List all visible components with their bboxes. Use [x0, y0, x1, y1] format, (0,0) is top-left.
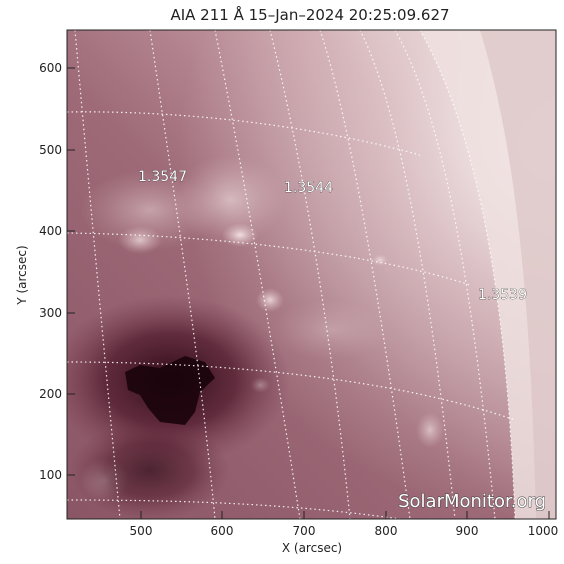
- y-tick-label: 300: [39, 306, 62, 320]
- x-tick-label: 800: [375, 524, 398, 538]
- solar-disk-image: 1.3547 1.3544 1.3539 SolarMonitor.org: [67, 30, 556, 519]
- watermark: SolarMonitor.org: [398, 491, 546, 512]
- y-tick-label: 400: [39, 224, 62, 238]
- x-axis: 500 600 700 800 900 1000 X (arcsec): [130, 511, 559, 555]
- x-tick-label: 600: [211, 524, 234, 538]
- y-axis: 100 200 300 400 500 600 Y (arcsec): [15, 61, 75, 482]
- y-tick-label: 100: [39, 468, 62, 482]
- y-tick-label: 200: [39, 387, 62, 401]
- x-axis-label: X (arcsec): [282, 541, 342, 555]
- image-title: AIA 211 Å 15–Jan–2024 20:25:09.627: [170, 5, 449, 24]
- grid-label-3: 1.3539: [478, 287, 527, 303]
- plot-frame: [66, 29, 557, 520]
- y-tick-label: 500: [39, 143, 62, 157]
- x-tick-label: 1000: [528, 524, 559, 538]
- grid-label-2: 1.3544: [284, 180, 333, 196]
- y-tick-label: 600: [39, 61, 62, 75]
- grid-label-1: 1.3547: [138, 169, 187, 185]
- x-tick-label: 500: [130, 524, 153, 538]
- y-axis-label: Y (arcsec): [15, 245, 29, 305]
- heliographic-grid: [67, 30, 516, 519]
- x-tick-label: 700: [293, 524, 316, 538]
- x-tick-label: 900: [456, 524, 479, 538]
